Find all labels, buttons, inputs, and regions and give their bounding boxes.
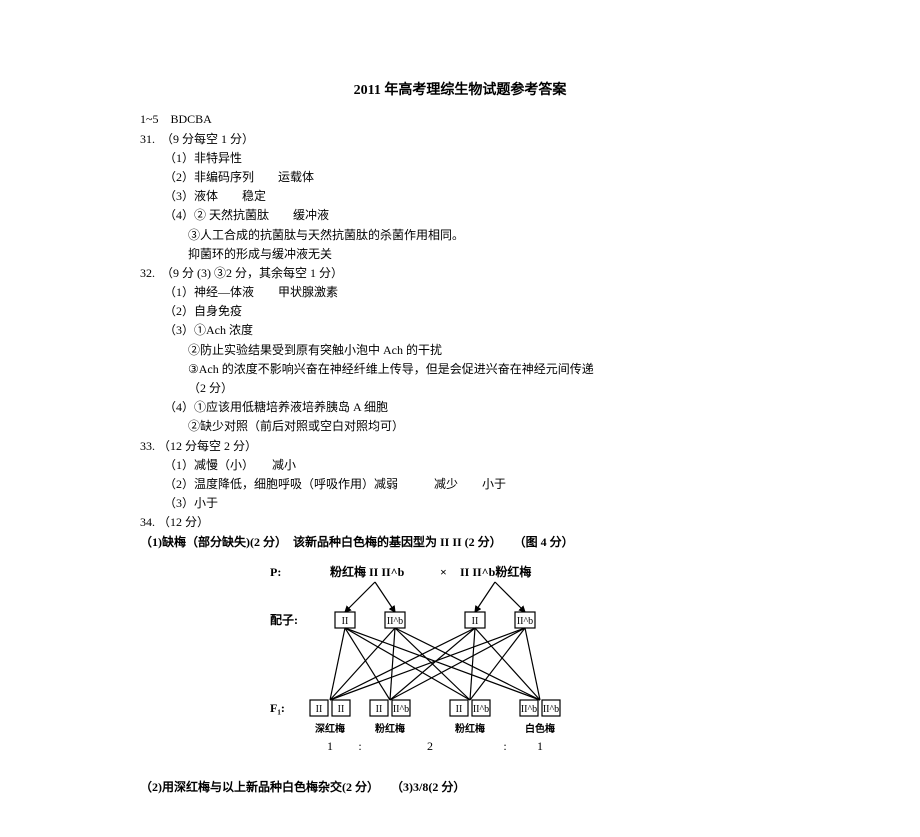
svg-text:II^b: II^b <box>473 704 489 715</box>
svg-text:II II^b粉红梅: II II^b粉红梅 <box>460 564 531 579</box>
q32-2: （2）自身免疫 <box>140 302 780 321</box>
q32-4b: ②缺少对照（前后对照或空白对照均可） <box>140 417 780 436</box>
q31-1: （1）非特异性 <box>140 149 780 168</box>
svg-text:配子:: 配子: <box>270 612 298 627</box>
svg-text:II^b: II^b <box>393 704 409 715</box>
svg-text:II: II <box>338 704 345 715</box>
svg-text::: : <box>358 739 361 753</box>
q33-3: （3）小于 <box>140 494 780 513</box>
svg-text:II: II <box>342 616 349 627</box>
svg-text:II^b: II^b <box>387 616 403 627</box>
q33-2: （2）温度降低，细胞呼吸（呼吸作用）减弱 减少 小于 <box>140 475 780 494</box>
q34-line1: （1)缺梅（部分缺失)(2 分） 该新品种白色梅的基因型为 II II (2 分… <box>140 533 780 552</box>
q32-3c-tail: （2 分） <box>140 379 780 398</box>
svg-text:1: 1 <box>537 739 543 753</box>
svg-text:II: II <box>316 704 323 715</box>
q31-head: 31. （9 分每空 1 分） <box>140 130 780 149</box>
q31-4b: ③人工合成的抗菌肽与天然抗菌肽的杀菌作用相同。 <box>140 226 780 245</box>
q32-3c: ③Ach 的浓度不影响兴奋在神经纤维上传导，但是会促进兴奋在神经元间传递 <box>140 360 780 379</box>
svg-text:II: II <box>456 704 463 715</box>
svg-text:P:: P: <box>270 565 281 579</box>
q32-3b: ②防止实验结果受到原有突触小泡中 Ach 的干扰 <box>140 341 780 360</box>
page-title: 2011 年高考理综生物试题参考答案 <box>140 80 780 102</box>
svg-text:II^b: II^b <box>517 616 533 627</box>
q33-head: 33. （12 分每空 2 分） <box>140 437 780 456</box>
q34-head: 34. （12 分） <box>140 513 780 532</box>
svg-text:2: 2 <box>427 739 433 753</box>
q31-4c: 抑菌环的形成与缓冲液无关 <box>140 245 780 264</box>
svg-text:粉红梅 II II^b: 粉红梅 II II^b <box>330 564 405 579</box>
svg-text:白色梅: 白色梅 <box>525 722 555 735</box>
q31-3: （3）液体 稳定 <box>140 187 780 206</box>
svg-text::: : <box>503 739 506 753</box>
q33-1: （1）减慢（小） 减小 <box>140 456 780 475</box>
svg-text:II^b: II^b <box>543 704 559 715</box>
q32-head: 32. （9 分 (3) ③2 分，其余每空 1 分） <box>140 264 780 283</box>
svg-text:II^b: II^b <box>521 704 537 715</box>
mc-answers: 1~5 BDCBA <box>140 110 780 129</box>
genetics-diagram: P:粉红梅 II II^b×II II^b粉红梅IIII^bIIII^b配子:I… <box>260 560 600 770</box>
q31-4a: （4）② 天然抗菌肽 缓冲液 <box>140 206 780 225</box>
q31-2: （2）非编码序列 运载体 <box>140 168 780 187</box>
svg-text:II: II <box>376 704 383 715</box>
q32-1: （1）神经—体液 甲状腺激素 <box>140 283 780 302</box>
svg-text:粉红梅: 粉红梅 <box>455 722 485 735</box>
svg-text:1: 1 <box>327 739 333 753</box>
q34-line2: （2)用深红梅与以上新品种白色梅杂交(2 分） （3)3/8(2 分） <box>140 778 780 797</box>
q32-4a: （4）①应该用低糖培养液培养胰岛 A 细胞 <box>140 398 780 417</box>
svg-text:II: II <box>472 616 479 627</box>
svg-text:×: × <box>440 565 447 579</box>
svg-text:F₁:: F₁: <box>270 701 285 715</box>
svg-text:深红梅: 深红梅 <box>315 722 345 735</box>
q32-3a: （3）①Ach 浓度 <box>140 321 780 340</box>
svg-text:粉红梅: 粉红梅 <box>375 722 405 735</box>
